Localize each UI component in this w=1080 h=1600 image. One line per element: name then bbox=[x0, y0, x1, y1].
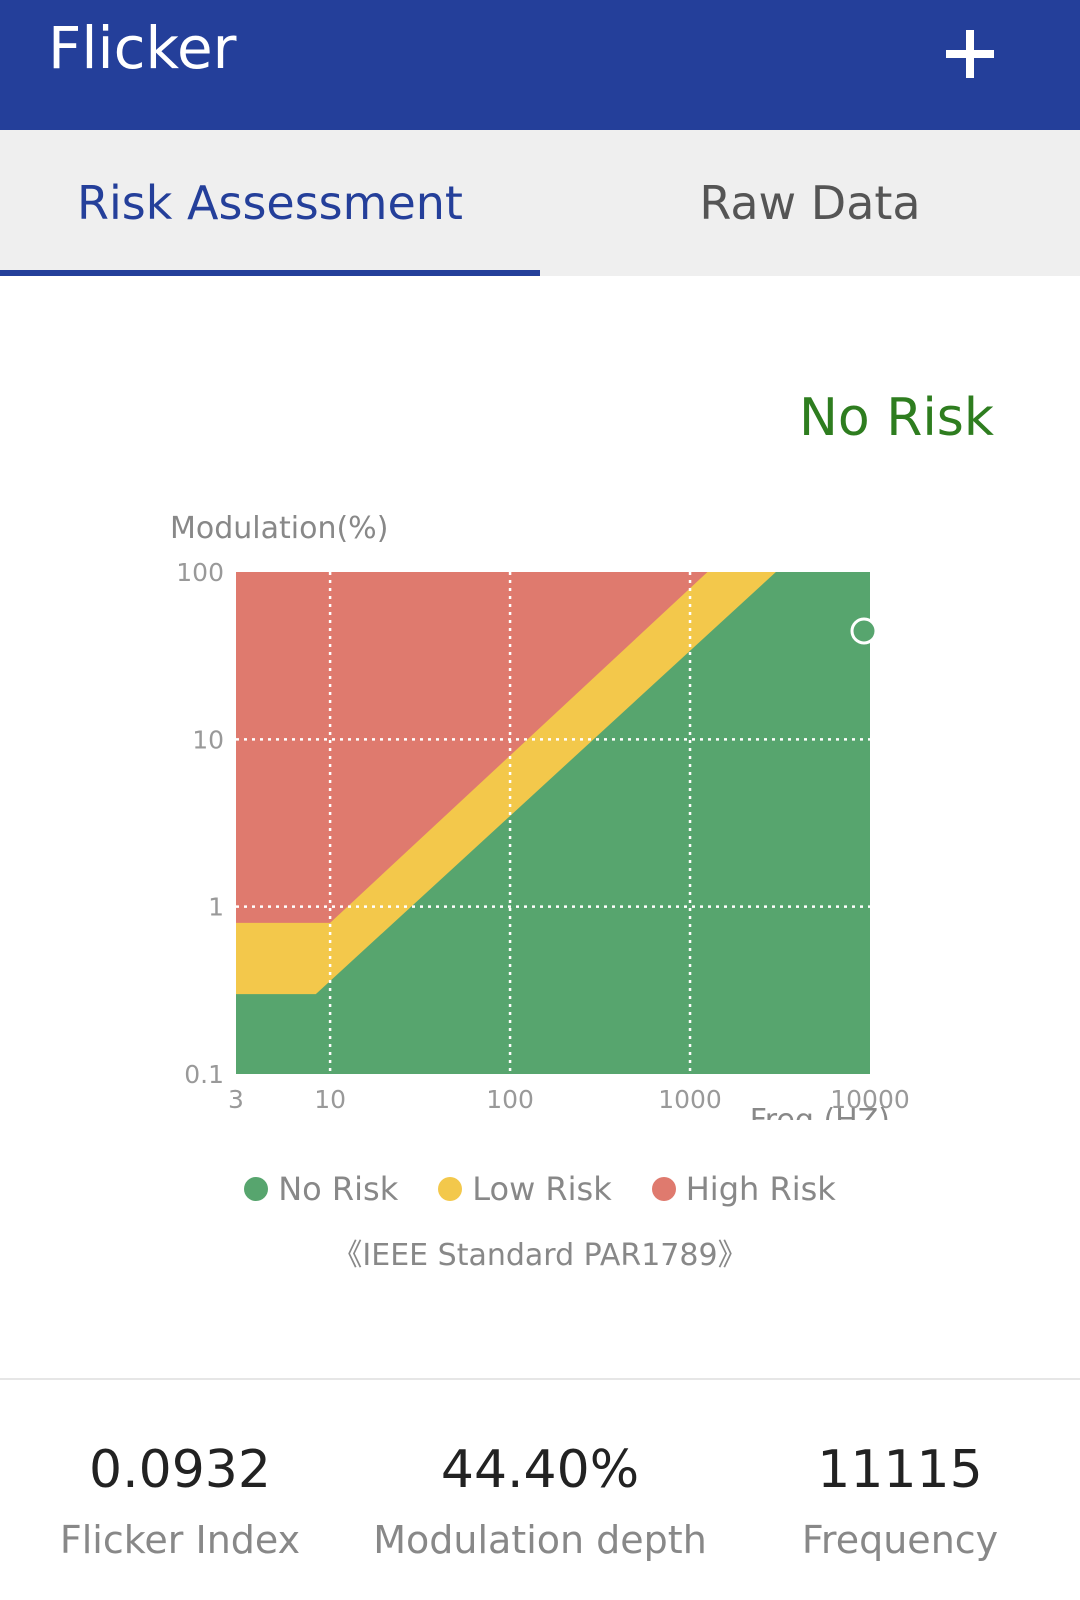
x-tick-label: 10000 bbox=[830, 1085, 910, 1114]
x-tick-label: 10 bbox=[314, 1085, 346, 1114]
metric-value: 11115 bbox=[817, 1440, 983, 1500]
legend-item-low-risk: Low Risk bbox=[438, 1170, 612, 1208]
metric-frequency: 11115 Frequency bbox=[720, 1440, 1080, 1562]
risk-chart: Modulation(%) 3 10 100 1000 10000 100 10 1 0.1 F… bbox=[0, 500, 1080, 1138]
legend-dot-icon bbox=[244, 1177, 269, 1201]
legend-label: No Risk bbox=[278, 1170, 399, 1208]
metric-label: Modulation depth bbox=[373, 1518, 707, 1562]
no-risk-region bbox=[236, 572, 870, 1074]
tab-raw-data[interactable]: Raw Data bbox=[699, 176, 921, 230]
legend-item-no-risk: No Risk bbox=[244, 1170, 398, 1208]
metric-flicker-index: 0.0932 Flicker Index bbox=[0, 1440, 360, 1562]
app-title: Flicker bbox=[48, 14, 237, 82]
x-axis-label: Freq.(HZ) bbox=[750, 1103, 890, 1120]
y-tick-label: 1 bbox=[208, 893, 224, 922]
legend-dot-icon bbox=[438, 1177, 463, 1201]
legend-item-high-risk: High Risk bbox=[651, 1170, 836, 1208]
risk-status: No Risk bbox=[798, 388, 994, 448]
y-axis-label: Modulation(%) bbox=[170, 511, 388, 546]
chart-legend: No Risk Low Risk High Risk bbox=[0, 1170, 1080, 1208]
metric-label: Frequency bbox=[801, 1518, 999, 1562]
app-bar: Flicker bbox=[0, 0, 1080, 130]
legend-dot-icon bbox=[651, 1177, 676, 1201]
tab-risk-assessment[interactable]: Risk Assessment bbox=[77, 176, 463, 230]
x-tick-label: 3 bbox=[228, 1085, 244, 1114]
metric-label: Flicker Index bbox=[59, 1518, 301, 1562]
standard-reference: 《IEEE Standard PAR1789》 bbox=[332, 1238, 748, 1273]
measurement-point bbox=[850, 617, 878, 645]
legend-label: Low Risk bbox=[472, 1170, 612, 1208]
tab-indicator bbox=[0, 270, 540, 276]
legend-label: High Risk bbox=[685, 1170, 836, 1208]
divider bbox=[0, 1378, 1080, 1380]
plus-icon[interactable] bbox=[940, 22, 1000, 82]
metric-modulation-depth: 44.40% Modulation depth bbox=[360, 1440, 720, 1562]
tab-bar: Risk Assessment Raw Data bbox=[0, 130, 1080, 276]
x-tick-label: 100 bbox=[486, 1085, 534, 1114]
metric-value: 0.0932 bbox=[89, 1440, 271, 1500]
metric-value: 44.40% bbox=[440, 1440, 640, 1500]
x-tick-label: 1000 bbox=[658, 1085, 722, 1114]
chart-svg: Modulation(%) 3 10 100 1000 10000 100 10 1 0.1 F… bbox=[170, 511, 910, 1138]
y-tick-label: 0.1 bbox=[184, 1060, 224, 1089]
y-tick-label: 100 bbox=[176, 558, 224, 587]
y-tick-label: 10 bbox=[192, 725, 224, 754]
